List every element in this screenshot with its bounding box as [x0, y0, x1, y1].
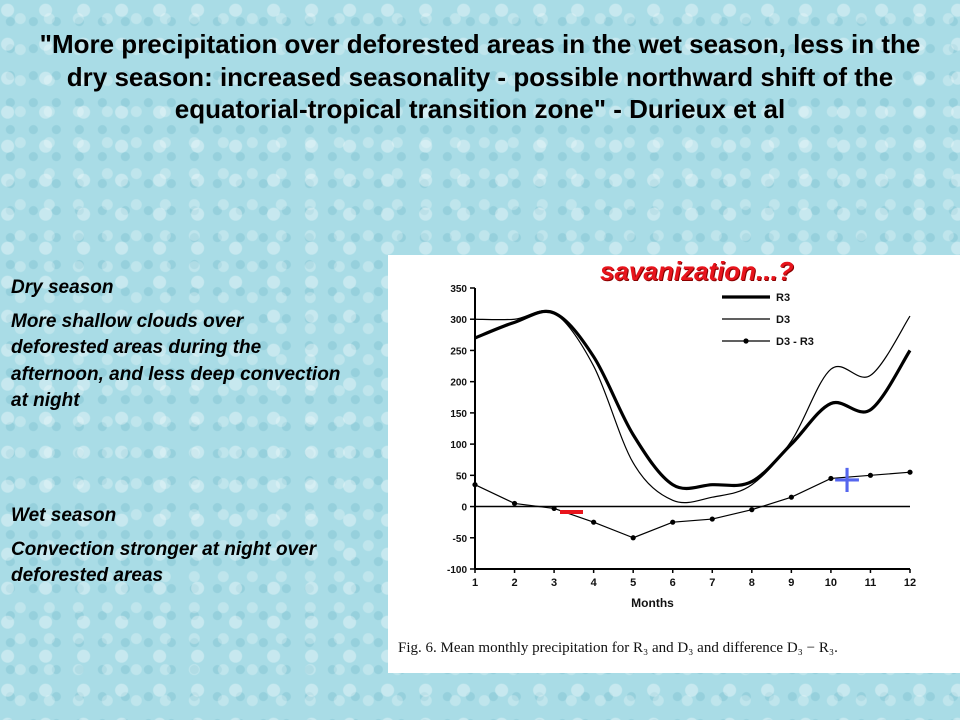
savanization-annotation: savanization...?: [600, 256, 794, 286]
dry-season-block: Dry season More shallow clouds over defo…: [11, 275, 341, 422]
dry-season-text: More shallow clouds over deforested area…: [11, 311, 341, 411]
wet-season-heading: Wet season: [11, 505, 117, 526]
y-tick-label: 350: [450, 284, 467, 295]
x-tick-label: 4: [591, 577, 598, 589]
x-tick-label: 9: [788, 577, 794, 589]
y-tick-label: 100: [450, 440, 467, 451]
plus-mark: +: [831, 457, 863, 501]
y-tick-label: 300: [450, 315, 467, 326]
data-point: [828, 475, 834, 482]
legend-swatch-dot: [743, 338, 749, 344]
y-tick-label: -50: [453, 534, 468, 545]
x-tick-label: 2: [511, 577, 517, 589]
y-tick-label: 50: [456, 471, 468, 482]
y-tick-label: 250: [450, 346, 467, 357]
x-tick-label: 6: [670, 577, 676, 589]
data-point: [867, 472, 874, 478]
wet-season-text: Convection stronger at night over defore…: [11, 539, 317, 587]
x-tick-label: 1: [472, 577, 478, 589]
figure-caption: Fig. 6. Mean monthly precipitation for R…: [398, 640, 838, 656]
data-point: [907, 469, 913, 475]
minus-mark: [560, 510, 583, 514]
figure-panel: [388, 255, 960, 673]
y-tick-label: -100: [447, 565, 467, 576]
data-point: [511, 500, 518, 507]
data-point: [788, 494, 794, 500]
dry-season-heading: Dry season: [11, 277, 114, 298]
x-axis-label: Months: [631, 596, 674, 610]
data-point: [472, 482, 478, 488]
legend-label: D3: [776, 314, 790, 326]
x-tick-label: 5: [630, 577, 636, 589]
series-line-d3-r3: [474, 471, 911, 539]
legend-label: R3: [776, 292, 790, 304]
x-tick-label: 10: [825, 577, 837, 589]
y-tick-label: 150: [450, 409, 467, 420]
data-point: [709, 516, 715, 522]
y-tick-label: 200: [450, 378, 467, 389]
x-tick-label: 7: [709, 577, 715, 589]
series-line-d3: [474, 309, 911, 504]
x-tick-label: 3: [551, 577, 557, 589]
wet-season-block: Wet season Convection stronger at night …: [11, 503, 341, 598]
x-tick-label: 12: [904, 577, 916, 589]
data-point: [670, 519, 676, 525]
data-point: [749, 507, 755, 513]
data-point: [591, 519, 597, 525]
slide-title: "More precipitation over deforested area…: [39, 29, 921, 124]
y-tick-label: 0: [461, 503, 467, 514]
data-point: [630, 535, 636, 541]
x-tick-label: 8: [749, 577, 755, 589]
legend-label: D3 - R3: [776, 336, 814, 348]
x-tick-label: 11: [865, 577, 877, 589]
data-point: [551, 505, 557, 512]
